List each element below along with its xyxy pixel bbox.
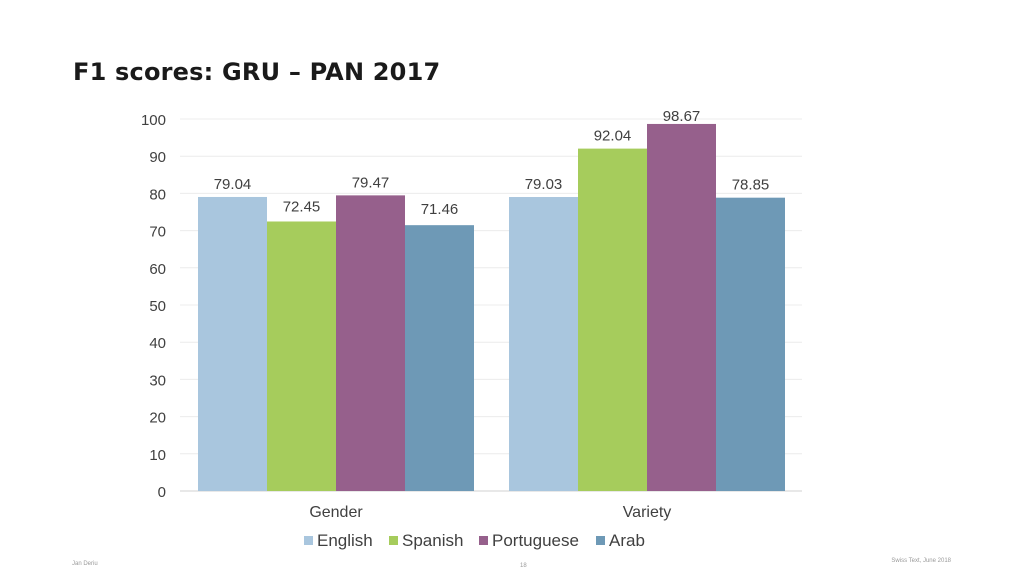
- y-tick-label: 80: [149, 186, 166, 203]
- bar-spanish-variety: [578, 148, 647, 491]
- y-tick-label: 0: [158, 484, 166, 501]
- legend-label: Spanish: [402, 531, 463, 550]
- y-tick-label: 50: [149, 298, 166, 315]
- footer-author: Jan Deriu: [72, 561, 98, 567]
- x-tick-label: Variety: [623, 504, 672, 521]
- bar-arab-gender: [405, 225, 474, 491]
- data-label: 92.04: [594, 128, 632, 145]
- bar-arab-variety: [716, 197, 785, 492]
- legend-swatch: [304, 536, 313, 545]
- y-tick-label: 30: [149, 372, 166, 389]
- data-labels: 79.04 72.45 79.47 71.46 79.03 92.04 98.67 78.85: [214, 108, 770, 218]
- y-tick-label: 20: [149, 410, 166, 427]
- legend-swatch: [479, 536, 488, 545]
- data-label: 72.45: [283, 198, 321, 215]
- x-tick-label: Gender: [309, 504, 363, 521]
- y-tick-label: 70: [149, 224, 166, 241]
- data-label: 71.46: [421, 201, 459, 218]
- footer-event: Swiss Text, June 2018: [891, 558, 951, 564]
- footer-page-number: 18: [520, 563, 527, 569]
- y-tick-label: 10: [149, 447, 166, 464]
- data-label: 78.85: [732, 177, 770, 194]
- slide-title: F1 scores: GRU – PAN 2017: [73, 58, 441, 86]
- bars: [198, 123, 785, 492]
- legend-item: Portuguese: [479, 531, 579, 550]
- y-tick-label: 100: [141, 112, 166, 129]
- legend-item: Arab: [596, 531, 645, 550]
- legend-label: Arab: [609, 531, 645, 550]
- legend-item: Spanish: [389, 531, 463, 550]
- legend-item: English: [304, 531, 373, 550]
- y-axis-ticks: 0 10 20 30 40 50 60 70 80 90 100: [141, 112, 166, 501]
- bar-english-gender: [198, 196, 267, 492]
- bar-portuguese-variety: [647, 123, 716, 491]
- data-label: 79.03: [525, 176, 563, 193]
- data-label: 79.04: [214, 176, 252, 193]
- data-label: 79.47: [352, 174, 390, 191]
- bar-english-variety: [509, 197, 578, 491]
- x-axis-ticks: Gender Variety: [309, 504, 671, 521]
- legend-swatch: [596, 536, 605, 545]
- legend: English Spanish Portuguese Arab: [304, 531, 645, 550]
- bar-spanish-gender: [267, 221, 336, 491]
- legend-label: Portuguese: [492, 531, 579, 550]
- legend-label: English: [317, 531, 373, 550]
- legend-swatch: [389, 536, 398, 545]
- bar-portuguese-gender: [336, 195, 405, 492]
- data-label: 98.67: [663, 108, 701, 125]
- y-tick-label: 60: [149, 261, 166, 278]
- y-tick-label: 40: [149, 335, 166, 352]
- y-tick-label: 90: [149, 149, 166, 166]
